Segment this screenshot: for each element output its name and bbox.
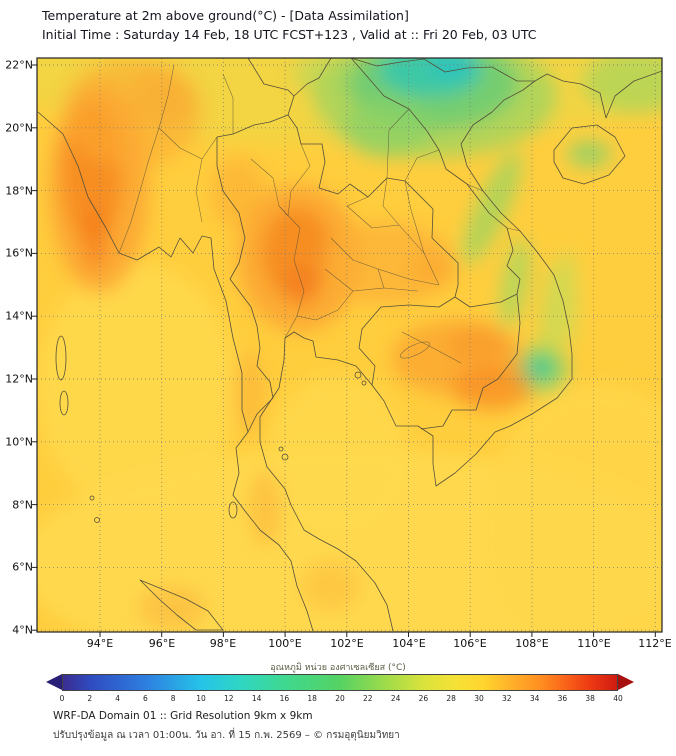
plot-border <box>36 57 663 633</box>
colorbar-tick-label: 10 <box>196 694 206 703</box>
colorbar-tick-label: 28 <box>446 694 456 703</box>
y-tick-label: 12°N <box>5 372 33 386</box>
temperature-field <box>37 58 662 632</box>
y-tick-label: 14°N <box>5 309 33 323</box>
map-plot-area <box>32 57 663 637</box>
page-subtitle: Initial Time : Saturday 14 Feb, 18 UTC F… <box>42 27 537 42</box>
y-tick-label: 22°N <box>5 58 33 72</box>
footer-domain-info: WRF-DA Domain 01 :: Grid Resolution 9km … <box>53 710 313 722</box>
y-tick-label: 18°N <box>5 184 33 198</box>
colorbar-tick-label: 8 <box>170 694 176 703</box>
colorbar-tick-label: 22 <box>363 694 373 703</box>
colorbar-tick-label: 32 <box>502 694 512 703</box>
y-tick-label: 16°N <box>5 246 33 260</box>
y-tick-label: 20°N <box>5 121 33 135</box>
colorbar-tick-label: 14 <box>251 694 262 703</box>
colorbar-tick-label: 20 <box>335 694 345 703</box>
colorbar-label: อุณหภูมิ หน่วย องศาเซลเซียส (°C) <box>270 663 406 673</box>
x-tick-label: 110°E <box>577 637 611 650</box>
colorbar-left-arrow <box>46 674 62 690</box>
x-tick-label: 102°E <box>330 637 364 650</box>
colorbar-tick-label: 30 <box>474 694 484 703</box>
x-tick-label: 104°E <box>392 637 426 650</box>
y-tick-label: 4°N <box>12 623 33 637</box>
coastline-borders <box>37 58 662 632</box>
colorbar-tick-label: 16 <box>279 694 290 703</box>
colorbar-tick-label: 0 <box>59 694 65 703</box>
colorbar-tick-label: 36 <box>557 694 568 703</box>
x-tick-label: 94°E <box>86 637 114 650</box>
x-tick-label: 96°E <box>148 637 176 650</box>
colorbar-right-arrow <box>618 674 634 690</box>
grid-lines <box>37 58 662 632</box>
x-tick-label: 98°E <box>209 637 237 650</box>
y-tick-label: 6°N <box>12 560 33 574</box>
colorbar-tick-label: 34 <box>529 694 540 703</box>
colorbar-gradient <box>62 674 618 691</box>
colorbar-tick-label: 40 <box>613 694 623 703</box>
axis-ticks <box>32 64 656 637</box>
x-tick-label: 106°E <box>453 637 487 650</box>
colorbar-tick-label: 18 <box>307 694 317 703</box>
colorbar-tick-label: 24 <box>390 694 401 703</box>
colorbar-tick-label: 12 <box>224 694 234 703</box>
colorbar-tick-label: 26 <box>418 694 429 703</box>
x-tick-label: 108°E <box>515 637 549 650</box>
x-tick-label: 112°E <box>638 637 672 650</box>
footer-update-info: ปรับปรุงข้อมูล ณ เวลา 01:00น. วัน อา. ที… <box>53 730 400 741</box>
colorbar-tick-label: 6 <box>143 694 148 703</box>
y-tick-label: 10°N <box>5 435 33 449</box>
colorbar-tick-label: 2 <box>87 694 93 703</box>
province-boundaries <box>118 64 521 364</box>
x-tick-label: 100°E <box>268 637 302 650</box>
y-tick-label: 8°N <box>12 498 33 512</box>
page-title: Temperature at 2m above ground(°C) - [Da… <box>42 8 409 23</box>
colorbar-tick-label: 4 <box>115 694 120 703</box>
colorbar-tick-label: 38 <box>585 694 595 703</box>
temperature-map-svg <box>32 57 663 637</box>
